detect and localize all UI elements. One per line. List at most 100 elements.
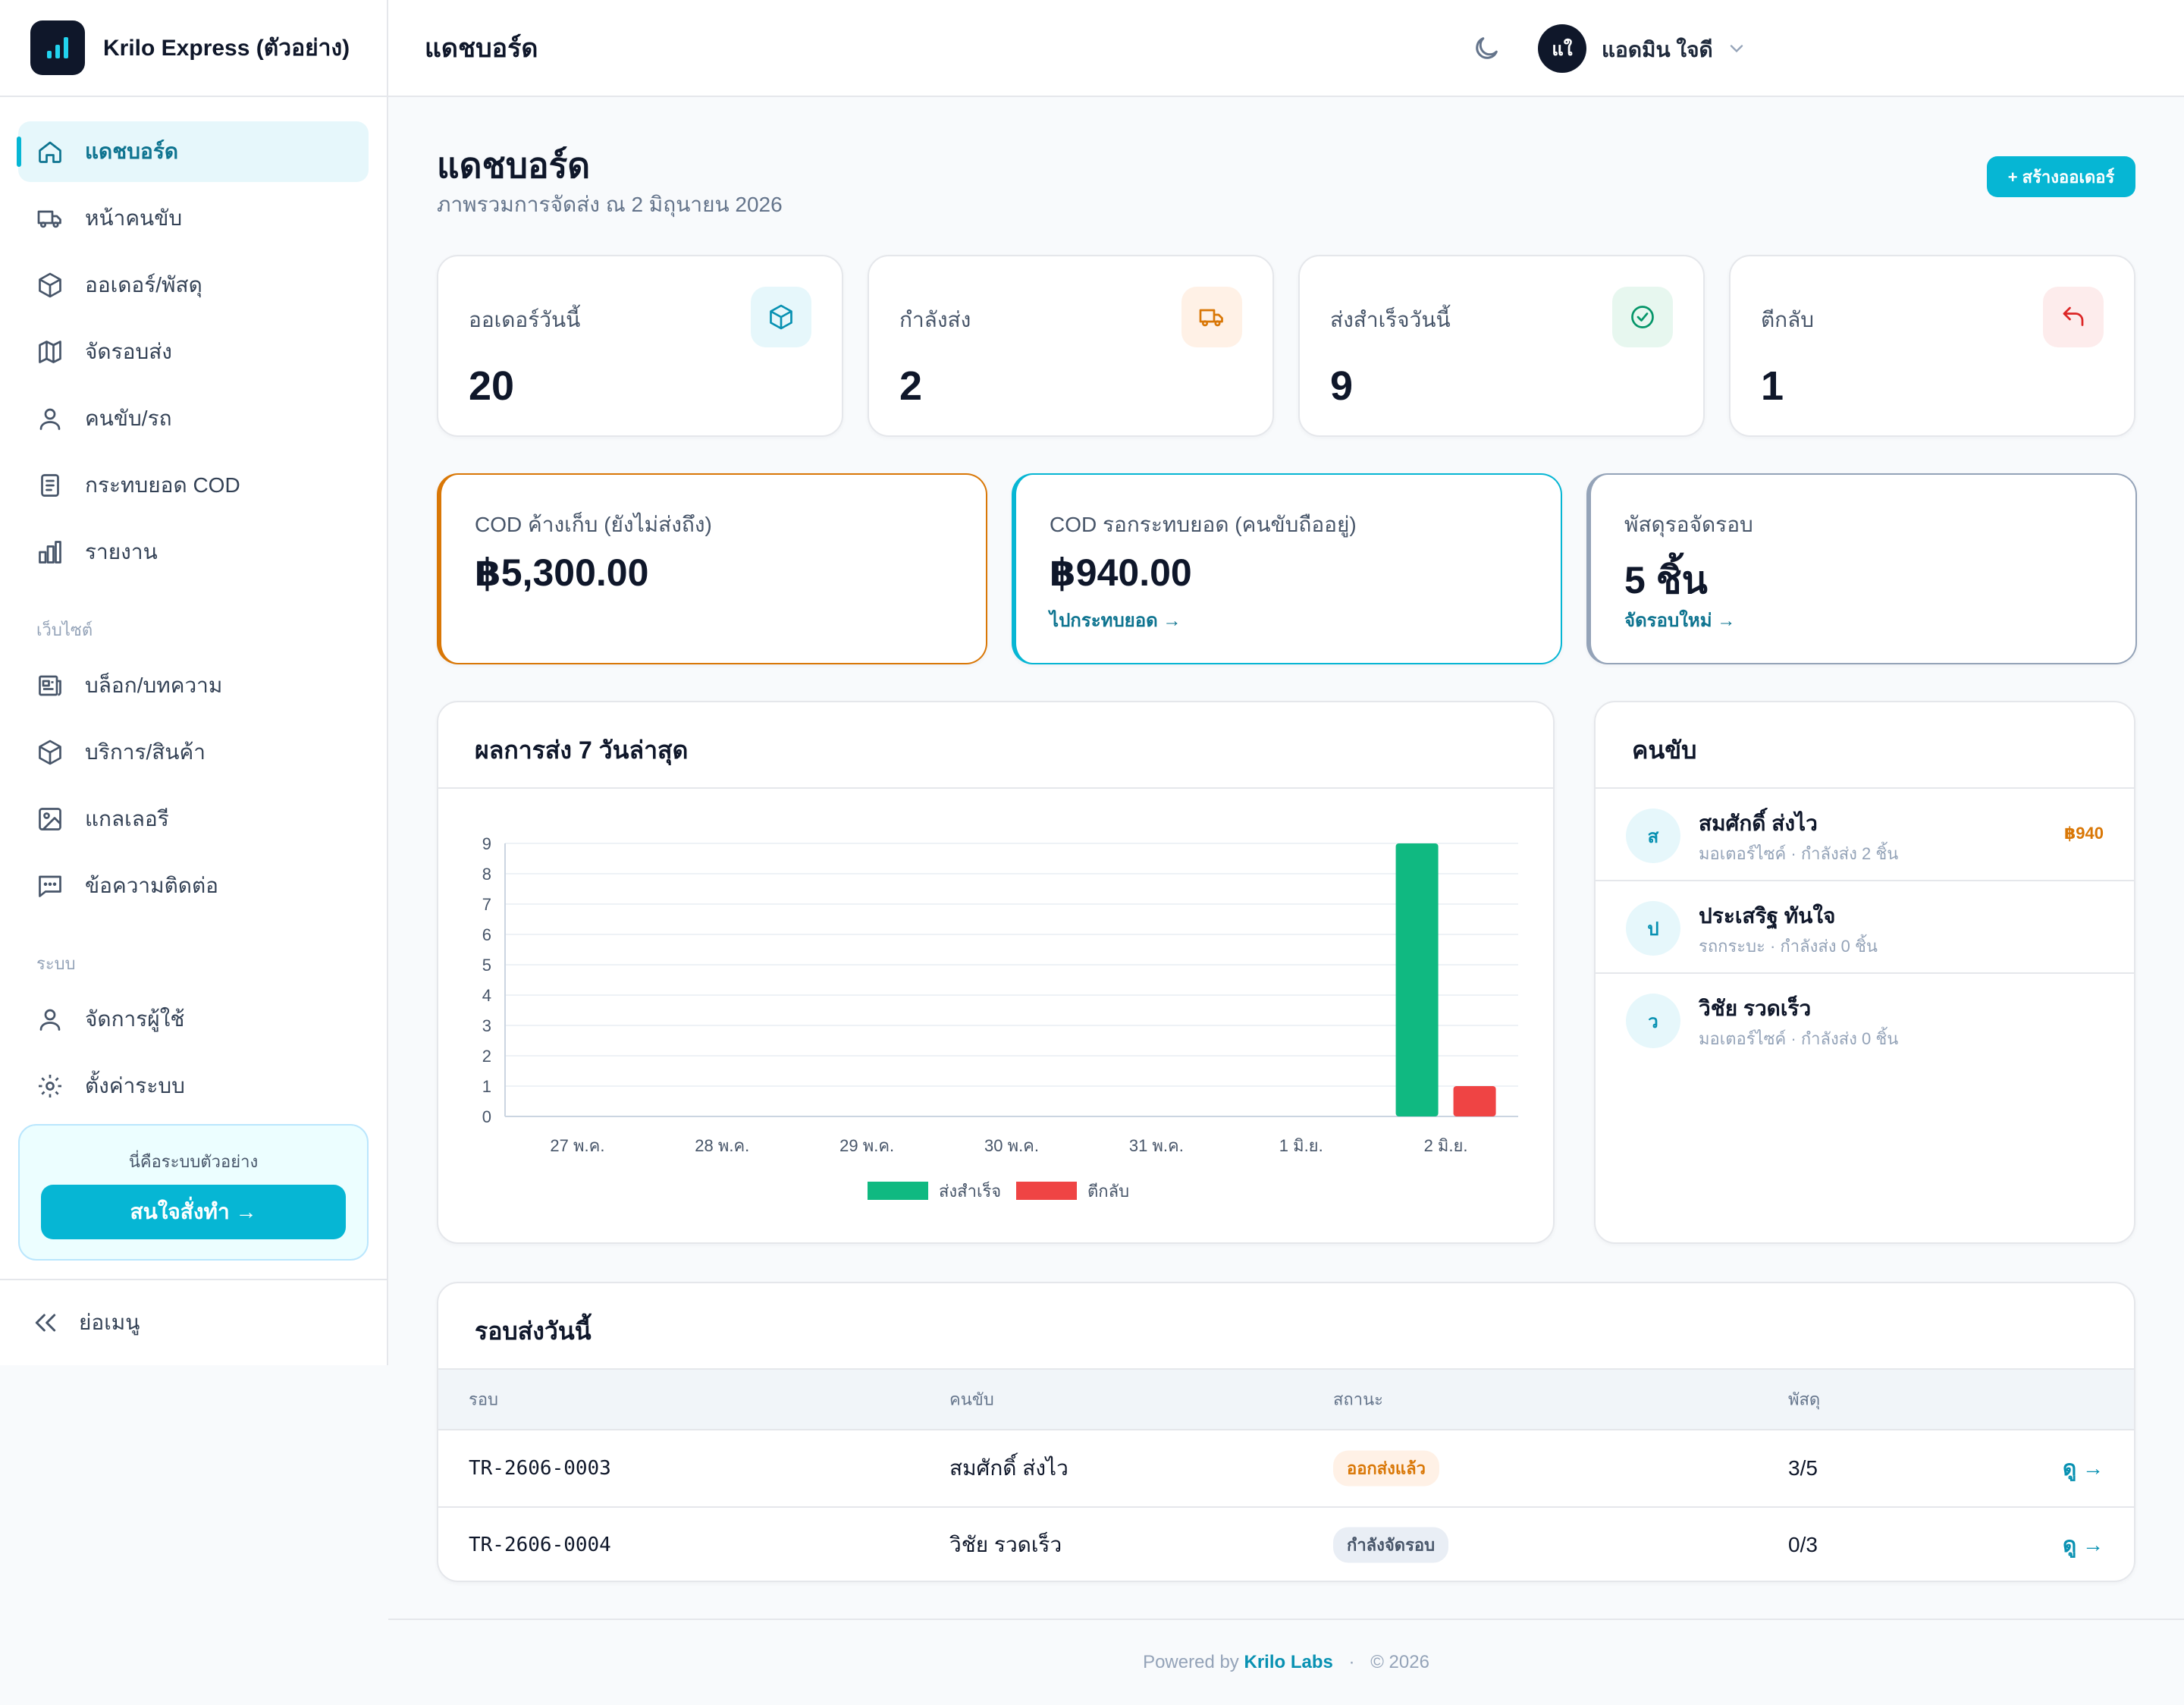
table-row[interactable]: TR-2606-0004 วิชัย รวดเร็ว กำลังจัดรอบ 0… (438, 1506, 2134, 1581)
legend-label: ตีกลับ (1087, 1182, 1129, 1201)
x-tick-label: 30 พ.ค. (984, 1136, 1039, 1155)
user-avatar[interactable]: แใ (1538, 24, 1586, 73)
user-name[interactable]: แอดมิน ใจดี (1602, 38, 1713, 61)
stat-label: ตีกลับ (1761, 308, 1815, 331)
driver-cod: ฿940 (2063, 824, 2104, 843)
brand[interactable]: Krilo Express (ตัวอย่าง) (0, 0, 387, 97)
delivery-bar-chart: 0 1 2 3 4 5 6 7 8 9 27 พ.ค. 28 พ.ค. 29 พ.ค. 30 พ.ค. 31… (482, 834, 1518, 1201)
bar-returned (1453, 1086, 1496, 1116)
sidebar-item-label: คนขับ/รถ (85, 407, 172, 430)
collapse-menu-button[interactable]: ย่อเมนู (0, 1279, 388, 1365)
cod-label: COD ค้างเก็บ (ยังไม่ส่งถึง) (475, 513, 712, 536)
column-header: รอบ (469, 1389, 498, 1409)
cod-value: ฿5,300.00 (475, 551, 649, 594)
cod-reconcile-card: COD รอกระทบยอด (คนขับถืออยู่) ฿940.00 ไป… (1012, 473, 1562, 664)
sidebar-item-cod[interactable]: กระทบยอด COD (18, 455, 369, 516)
page-title: แดชบอร์ด (437, 146, 591, 185)
stat-value: 9 (1330, 363, 1354, 409)
round-parcels: 0/3 (1788, 1533, 1818, 1556)
box-icon (39, 272, 61, 298)
stat-value: 1 (1761, 363, 1784, 409)
reconcile-link[interactable]: ไปกระทบยอด → (1050, 611, 1181, 631)
dark-mode-toggle-icon[interactable] (1471, 33, 1502, 64)
view-round-link[interactable]: ดู → (2063, 1533, 2104, 1556)
x-tick-label: 31 พ.ค. (1129, 1136, 1184, 1155)
column-header: คนขับ (949, 1389, 994, 1409)
sidebar-item-settings[interactable]: ตั้งค่าระบบ (18, 1056, 369, 1116)
round-parcels: 3/5 (1788, 1456, 1818, 1480)
sidebar-item-messages[interactable]: ข้อความติดต่อ (18, 856, 369, 916)
sidebar-item-label: จัดรอบส่ง (85, 340, 172, 363)
round-id: TR-2606-0004 (469, 1534, 611, 1556)
chevrons-left-icon (35, 1314, 56, 1332)
demo-text: นี่คือระบบตัวอย่าง (128, 1152, 259, 1171)
message-icon (39, 875, 61, 897)
sidebar-item-drivers[interactable]: คนขับ/รถ (18, 388, 369, 449)
round-driver: วิชัย รวดเร็ว (949, 1533, 1062, 1556)
legend-label: ส่งสำเร็จ (939, 1180, 1001, 1201)
footer-year: © 2026 (1370, 1652, 1429, 1672)
round-driver: สมศักดิ์ ส่งไว (949, 1456, 1068, 1480)
driver-row[interactable]: ส สมศักดิ์ ส่งไว มอเตอร์ไซค์ · กำลังส่ง … (1596, 789, 2134, 881)
box-icon (39, 739, 61, 765)
legend-swatch (868, 1182, 928, 1200)
demo-banner: นี่คือระบบตัวอย่าง สนใจสั่งทำ → (18, 1124, 369, 1261)
sidebar-item-routes[interactable]: จัดรอบส่ง (18, 322, 369, 382)
new-route-link[interactable]: จัดรอบใหม่ → (1624, 611, 1736, 631)
sidebar-item-orders[interactable]: ออเดอร์/พัสดุ (18, 255, 369, 316)
user-icon (39, 1009, 61, 1031)
view-round-link[interactable]: ดู → (2063, 1456, 2104, 1480)
table-row[interactable]: TR-2606-0003 สมศักดิ์ ส่งไว ออกส่งแล้ว 3… (438, 1430, 2134, 1506)
y-tick-label: 0 (482, 1107, 491, 1126)
column-header: พัสดุ (1788, 1389, 1821, 1409)
y-tick-label: 6 (482, 925, 491, 944)
y-tick-label: 2 (482, 1047, 491, 1066)
sidebar-item-services[interactable]: บริการ/สินค้า (18, 722, 369, 783)
topbar-title: แดชบอร์ด (425, 34, 538, 63)
rounds-title: รอบส่งวันนี้ (475, 1317, 592, 1345)
check-circle-icon (1612, 287, 1673, 347)
sidebar-item-reports[interactable]: รายงาน (18, 522, 369, 582)
sidebar-item-label: หน้าคนขับ (85, 206, 183, 230)
x-tick-label: 28 พ.ค. (695, 1136, 749, 1155)
footer: Powered by Krilo Labs · © 2026 (388, 1619, 2184, 1705)
stat-card-in-delivery: กำลังส่ง 2 (868, 255, 1274, 437)
sidebar-item-users[interactable]: จัดการผู้ใช้ (18, 989, 369, 1050)
stat-card-delivered-today: ส่งสำเร็จวันนี้ 9 (1298, 255, 1705, 437)
driver-row[interactable]: ป ประเสริฐ ทันใจ รถกระบะ · กำลังส่ง 0 ชิ… (1596, 881, 2134, 974)
footer-brand-link[interactable]: Krilo Labs (1244, 1652, 1333, 1672)
drivers-card: คนขับ ส สมศักดิ์ ส่งไว มอเตอร์ไซค์ · กำล… (1594, 701, 2135, 1244)
contact-us-button[interactable]: สนใจสั่งทำ → (41, 1185, 346, 1239)
sidebar-section-website: เว็บไซต์ (36, 620, 93, 639)
x-tick-label: 27 พ.ค. (550, 1136, 604, 1155)
y-tick-label: 4 (482, 986, 491, 1005)
x-tick-label: 1 มิ.ย. (1279, 1136, 1323, 1155)
chevron-down-icon[interactable] (1726, 38, 1747, 59)
sidebar-item-blog[interactable]: บล็อก/บทความ (18, 655, 369, 716)
brand-name: Krilo Express (ตัวอย่าง) (103, 35, 350, 61)
sidebar-item-label: บล็อก/บทความ (85, 674, 223, 697)
legend-swatch (1016, 1182, 1077, 1200)
sidebar-item-driver-page[interactable]: หน้าคนขับ (18, 188, 369, 249)
delivery-chart-card: ผลการส่ง 7 วันล่าสุด 0 1 2 3 4 5 6 7 8 9 27 พ.ค. 28… (437, 701, 1555, 1244)
stat-label: ออเดอร์วันนี้ (469, 308, 581, 331)
gear-icon (39, 1075, 61, 1097)
stat-card-returned: ตีกลับ 1 (1729, 255, 2135, 437)
y-tick-label: 1 (482, 1077, 491, 1096)
sidebar-item-dashboard[interactable]: แดชบอร์ด (17, 121, 369, 182)
status-badge: ออกส่งแล้ว (1333, 1450, 1439, 1487)
driver-row[interactable]: ว วิชัย รวดเร็ว มอเตอร์ไซค์ · กำลังส่ง 0… (1596, 974, 2134, 1066)
y-tick-label: 5 (482, 956, 491, 975)
footer-powered: Powered by (1143, 1652, 1239, 1672)
driver-avatar: ส (1626, 809, 1680, 863)
stat-value: 2 (899, 363, 923, 409)
stat-card-orders-today: ออเดอร์วันนี้ 20 (437, 255, 843, 437)
cod-value: ฿940.00 (1050, 551, 1192, 594)
create-order-button[interactable]: + สร้างออเดอร์ (1987, 156, 2135, 197)
sidebar-item-label: ตั้งค่าระบบ (85, 1074, 185, 1097)
image-icon (39, 808, 61, 831)
sidebar-item-gallery[interactable]: แกลเลอรี (18, 789, 369, 849)
map-icon (39, 341, 61, 363)
sidebar: Krilo Express (ตัวอย่าง) แดชบอร์ด หน้าคน… (0, 0, 388, 1365)
driver-name: ประเสริฐ ทันใจ (1699, 904, 1836, 928)
